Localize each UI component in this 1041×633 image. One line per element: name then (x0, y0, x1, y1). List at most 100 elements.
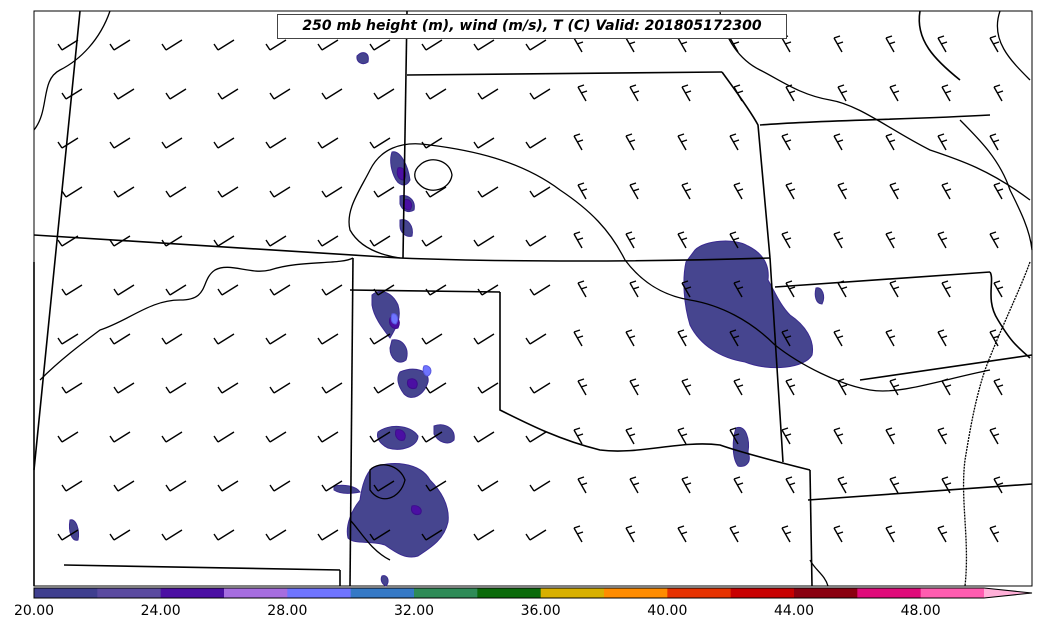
wind-barb (217, 480, 239, 492)
wind-barb (165, 284, 187, 296)
wind-barb (529, 88, 551, 100)
wind-barb (369, 235, 391, 247)
wind-barb (317, 333, 339, 345)
wind-barb (833, 133, 844, 151)
wind-barb (577, 84, 588, 102)
wind-barb (269, 88, 291, 100)
colorbar-extend-arrow (984, 588, 1032, 598)
wind-barb (217, 186, 239, 198)
wind-barb (161, 39, 183, 51)
wind-barb (733, 182, 744, 200)
wind-barb (573, 231, 584, 249)
wind-barb (109, 235, 131, 247)
wind-barb (889, 476, 900, 494)
wind-barb (165, 480, 187, 492)
wind-barb (677, 231, 688, 249)
wind-barb (165, 88, 187, 100)
wind-barb (885, 35, 896, 53)
wind-barb (729, 427, 740, 445)
wind-barb (677, 329, 688, 347)
wind-barb (213, 529, 235, 541)
wind-barb (425, 480, 447, 492)
wind-barb (989, 231, 1000, 249)
wind-barb (629, 280, 640, 298)
wind-barb (61, 480, 83, 492)
wind-barb (889, 84, 900, 102)
wind-barb (161, 431, 183, 443)
wind-barb (317, 39, 339, 51)
wind-barb (889, 280, 900, 298)
wind-barb (885, 231, 896, 249)
wind-barb (369, 137, 391, 149)
wind-barb (369, 333, 391, 345)
wind-barb (265, 529, 287, 541)
wind-barb (473, 529, 495, 541)
wind-barb (941, 280, 952, 298)
wind-barb (681, 280, 692, 298)
wind-barb (785, 182, 796, 200)
temperature-shading (69, 52, 825, 587)
wind-barb (57, 39, 79, 51)
wind-barb (265, 431, 287, 443)
wind-barb (369, 431, 391, 443)
wind-barb (113, 382, 135, 394)
colorbar-segment (730, 588, 795, 598)
wind-barb (937, 35, 948, 53)
wind-barb (477, 284, 499, 296)
wind-barb (213, 333, 235, 345)
wind-barb (577, 378, 588, 396)
colorbar-segment (794, 588, 858, 598)
wind-barb (213, 431, 235, 443)
colorbar-tick-label: 44.00 (773, 603, 815, 619)
state-boundaries (33, 10, 1033, 587)
wind-barb (317, 137, 339, 149)
wind-barb (781, 231, 792, 249)
wind-barb (625, 133, 636, 151)
wind-barb (473, 137, 495, 149)
wind-barb (217, 382, 239, 394)
wind-barb (677, 133, 688, 151)
wind-barb (785, 476, 796, 494)
wind-barb (941, 182, 952, 200)
wind-barb (625, 231, 636, 249)
wind-barb (833, 231, 844, 249)
wind-barb (729, 231, 740, 249)
colorbar-tick-label: 40.00 (647, 603, 688, 619)
wind-barb (625, 525, 636, 543)
wind-barb (937, 525, 948, 543)
wind-barb (321, 284, 343, 296)
colorbar-segment (857, 588, 922, 598)
wind-barb (833, 525, 844, 543)
wind-barb (941, 84, 952, 102)
wind-barb (733, 378, 744, 396)
colorbar-segment (160, 588, 225, 598)
wind-barb (61, 88, 83, 100)
wind-barb (213, 39, 235, 51)
colorbar-segment (667, 588, 732, 598)
wind-barb (57, 235, 79, 247)
wind-barb (781, 329, 792, 347)
wind-barb (629, 84, 640, 102)
colorbar-outline (33, 587, 1033, 599)
wind-barb (625, 427, 636, 445)
wind-barb (833, 427, 844, 445)
wind-barb (993, 84, 1004, 102)
shade-nm-south (346, 463, 449, 558)
wind-barb (837, 182, 848, 200)
wind-barb (109, 39, 131, 51)
wind-barb (61, 186, 83, 198)
wind-barb (781, 427, 792, 445)
shade-nm-5 (433, 424, 455, 444)
wind-barb (525, 39, 547, 51)
wind-barb (677, 525, 688, 543)
wind-barb (989, 35, 1000, 53)
wind-barb (269, 284, 291, 296)
wind-barb (369, 529, 391, 541)
wind-barb (109, 137, 131, 149)
wind-barb (629, 476, 640, 494)
wind-barb (321, 186, 343, 198)
wind-barb (837, 476, 848, 494)
wind-barb (477, 186, 499, 198)
wind-barb (529, 480, 551, 492)
